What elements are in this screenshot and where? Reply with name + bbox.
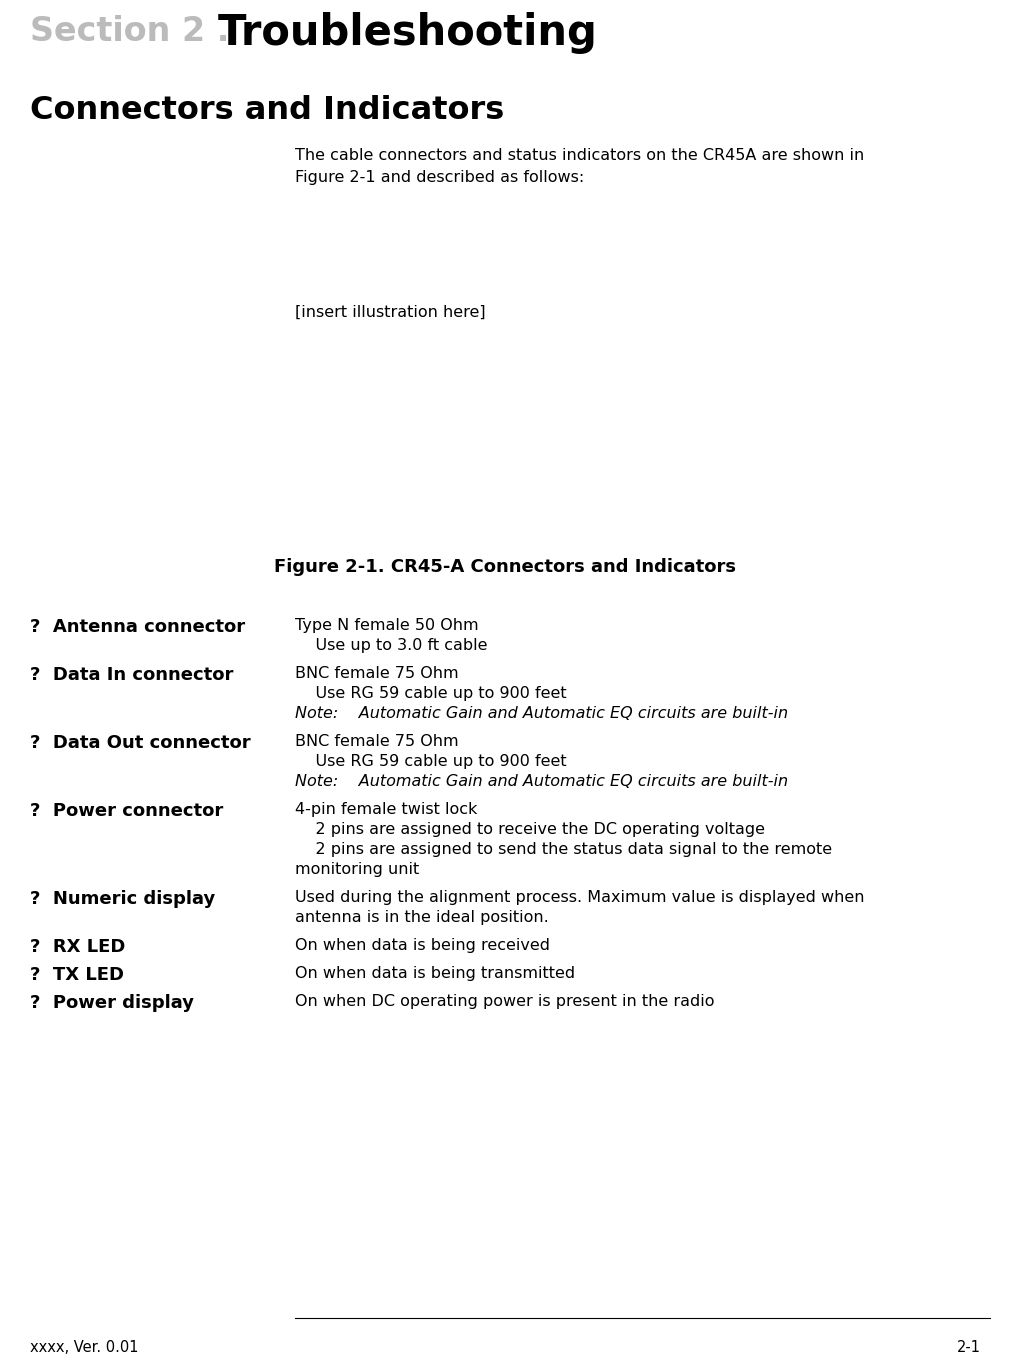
Text: ?  Power connector: ? Power connector: [30, 802, 223, 820]
Text: Type N female 50 Ohm: Type N female 50 Ohm: [295, 617, 478, 632]
Text: BNC female 75 Ohm: BNC female 75 Ohm: [295, 666, 459, 681]
Text: xxxx, Ver. 0.01: xxxx, Ver. 0.01: [30, 1340, 139, 1355]
Text: Used during the alignment process. Maximum value is displayed when: Used during the alignment process. Maxim…: [295, 889, 864, 904]
Text: ?  TX LED: ? TX LED: [30, 966, 124, 985]
Text: Note:    Automatic Gain and Automatic EQ circuits are built-in: Note: Automatic Gain and Automatic EQ ci…: [295, 706, 789, 721]
Text: ?  Data Out connector: ? Data Out connector: [30, 734, 251, 752]
Text: monitoring unit: monitoring unit: [295, 862, 420, 877]
Text: Figure 2-1. CR45-A Connectors and Indicators: Figure 2-1. CR45-A Connectors and Indica…: [274, 558, 736, 577]
Text: antenna is in the ideal position.: antenna is in the ideal position.: [295, 910, 549, 925]
Text: Use RG 59 cable up to 900 feet: Use RG 59 cable up to 900 feet: [295, 753, 566, 768]
Text: ?  RX LED: ? RX LED: [30, 938, 125, 956]
Text: 4-pin female twist lock: 4-pin female twist lock: [295, 802, 477, 817]
Text: Troubleshooting: Troubleshooting: [218, 12, 598, 54]
Text: 2 pins are assigned to receive the DC operating voltage: 2 pins are assigned to receive the DC op…: [295, 821, 765, 836]
Text: ?  Data In connector: ? Data In connector: [30, 666, 234, 684]
Text: ?  Power display: ? Power display: [30, 994, 194, 1012]
Text: ?  Numeric display: ? Numeric display: [30, 889, 215, 908]
Text: Use up to 3.0 ft cable: Use up to 3.0 ft cable: [295, 638, 487, 653]
Text: On when data is being received: On when data is being received: [295, 938, 550, 953]
Text: BNC female 75 Ohm: BNC female 75 Ohm: [295, 734, 459, 749]
Text: ?  Antenna connector: ? Antenna connector: [30, 617, 245, 636]
Text: Use RG 59 cable up to 900 feet: Use RG 59 cable up to 900 feet: [295, 685, 566, 700]
Text: 2 pins are assigned to send the status data signal to the remote: 2 pins are assigned to send the status d…: [295, 842, 832, 857]
Text: Connectors and Indicators: Connectors and Indicators: [30, 95, 504, 126]
Text: On when DC operating power is present in the radio: On when DC operating power is present in…: [295, 994, 715, 1009]
Text: [insert illustration here]: [insert illustration here]: [295, 305, 485, 320]
Text: Note:    Automatic Gain and Automatic EQ circuits are built-in: Note: Automatic Gain and Automatic EQ ci…: [295, 774, 789, 789]
Text: 2-1: 2-1: [957, 1340, 981, 1355]
Text: Section 2 .: Section 2 .: [30, 15, 229, 48]
Text: On when data is being transmitted: On when data is being transmitted: [295, 966, 575, 981]
Text: The cable connectors and status indicators on the CR45A are shown in
Figure 2-1 : The cable connectors and status indicato…: [295, 148, 864, 185]
